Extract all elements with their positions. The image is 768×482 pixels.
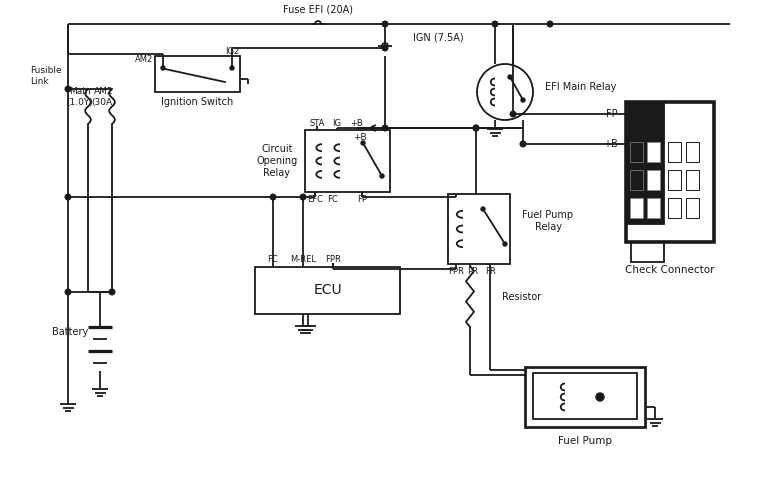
Bar — [305, 130, 390, 192]
Circle shape — [65, 194, 71, 200]
Text: +B: +B — [353, 134, 367, 143]
Circle shape — [230, 66, 234, 70]
Circle shape — [161, 66, 165, 70]
Text: Battery: Battery — [52, 327, 88, 337]
Circle shape — [520, 141, 526, 147]
Bar — [647, 198, 660, 218]
Bar — [686, 170, 699, 190]
Text: +B: +B — [351, 119, 363, 128]
Circle shape — [481, 207, 485, 211]
Text: IG2: IG2 — [225, 48, 239, 56]
Text: EFI Main Relay: EFI Main Relay — [545, 82, 617, 92]
Bar — [647, 170, 660, 190]
Circle shape — [510, 111, 516, 117]
Circle shape — [382, 21, 388, 27]
Text: Main
(1.0Y): Main (1.0Y) — [67, 87, 94, 107]
Text: EFC: EFC — [307, 196, 323, 204]
Circle shape — [65, 289, 71, 295]
Text: ECU: ECU — [313, 283, 342, 297]
Bar — [630, 142, 643, 162]
Bar — [525, 367, 645, 427]
Bar — [686, 198, 699, 218]
Bar — [630, 198, 643, 218]
Circle shape — [382, 45, 388, 51]
Circle shape — [65, 86, 71, 92]
Bar — [668, 170, 681, 190]
Circle shape — [109, 289, 114, 295]
Bar — [668, 142, 681, 162]
Circle shape — [380, 174, 384, 178]
Circle shape — [300, 194, 306, 200]
Circle shape — [361, 141, 365, 145]
Text: Fuse EFI (20A): Fuse EFI (20A) — [283, 5, 353, 15]
Text: AM2: AM2 — [134, 55, 153, 65]
Text: Fuel Pump
Relay: Fuel Pump Relay — [522, 210, 574, 232]
Bar — [631, 242, 664, 262]
Text: FR: FR — [485, 268, 495, 277]
Bar — [630, 170, 643, 190]
Text: Fuel Pump: Fuel Pump — [558, 436, 612, 446]
Text: +B: +B — [603, 139, 618, 149]
Text: Resistor: Resistor — [502, 292, 541, 302]
Circle shape — [270, 194, 276, 200]
Bar — [448, 194, 510, 264]
Text: FPR: FPR — [448, 268, 464, 277]
Bar — [647, 142, 660, 162]
Circle shape — [492, 21, 498, 27]
Circle shape — [503, 242, 507, 246]
Circle shape — [473, 125, 478, 131]
Text: Ignition Switch: Ignition Switch — [161, 97, 233, 107]
Text: FPR: FPR — [325, 254, 341, 264]
Text: FP: FP — [607, 109, 618, 119]
Text: M-REL: M-REL — [290, 254, 316, 264]
Text: IG: IG — [333, 119, 342, 128]
Circle shape — [473, 125, 478, 131]
Bar — [668, 198, 681, 218]
Bar — [626, 102, 714, 242]
Bar — [155, 56, 240, 92]
Text: Fusible
Link: Fusible Link — [30, 67, 61, 86]
Text: FP: FP — [357, 196, 367, 204]
Circle shape — [521, 98, 525, 102]
Circle shape — [508, 75, 512, 79]
Bar — [533, 373, 637, 419]
Text: Circuit
Opening
Relay: Circuit Opening Relay — [257, 145, 298, 177]
Text: FC: FC — [326, 196, 337, 204]
Circle shape — [382, 125, 388, 131]
Bar — [686, 142, 699, 162]
Text: AM2
(30A): AM2 (30A) — [91, 87, 116, 107]
Text: Check Connector: Check Connector — [625, 265, 715, 275]
Text: IGN (7.5A): IGN (7.5A) — [413, 33, 464, 43]
Text: FC: FC — [267, 254, 278, 264]
Text: PR: PR — [468, 268, 478, 277]
Bar — [626, 102, 664, 224]
Bar — [255, 267, 400, 314]
Circle shape — [596, 393, 604, 401]
Text: STA: STA — [310, 119, 325, 128]
Circle shape — [547, 21, 553, 27]
